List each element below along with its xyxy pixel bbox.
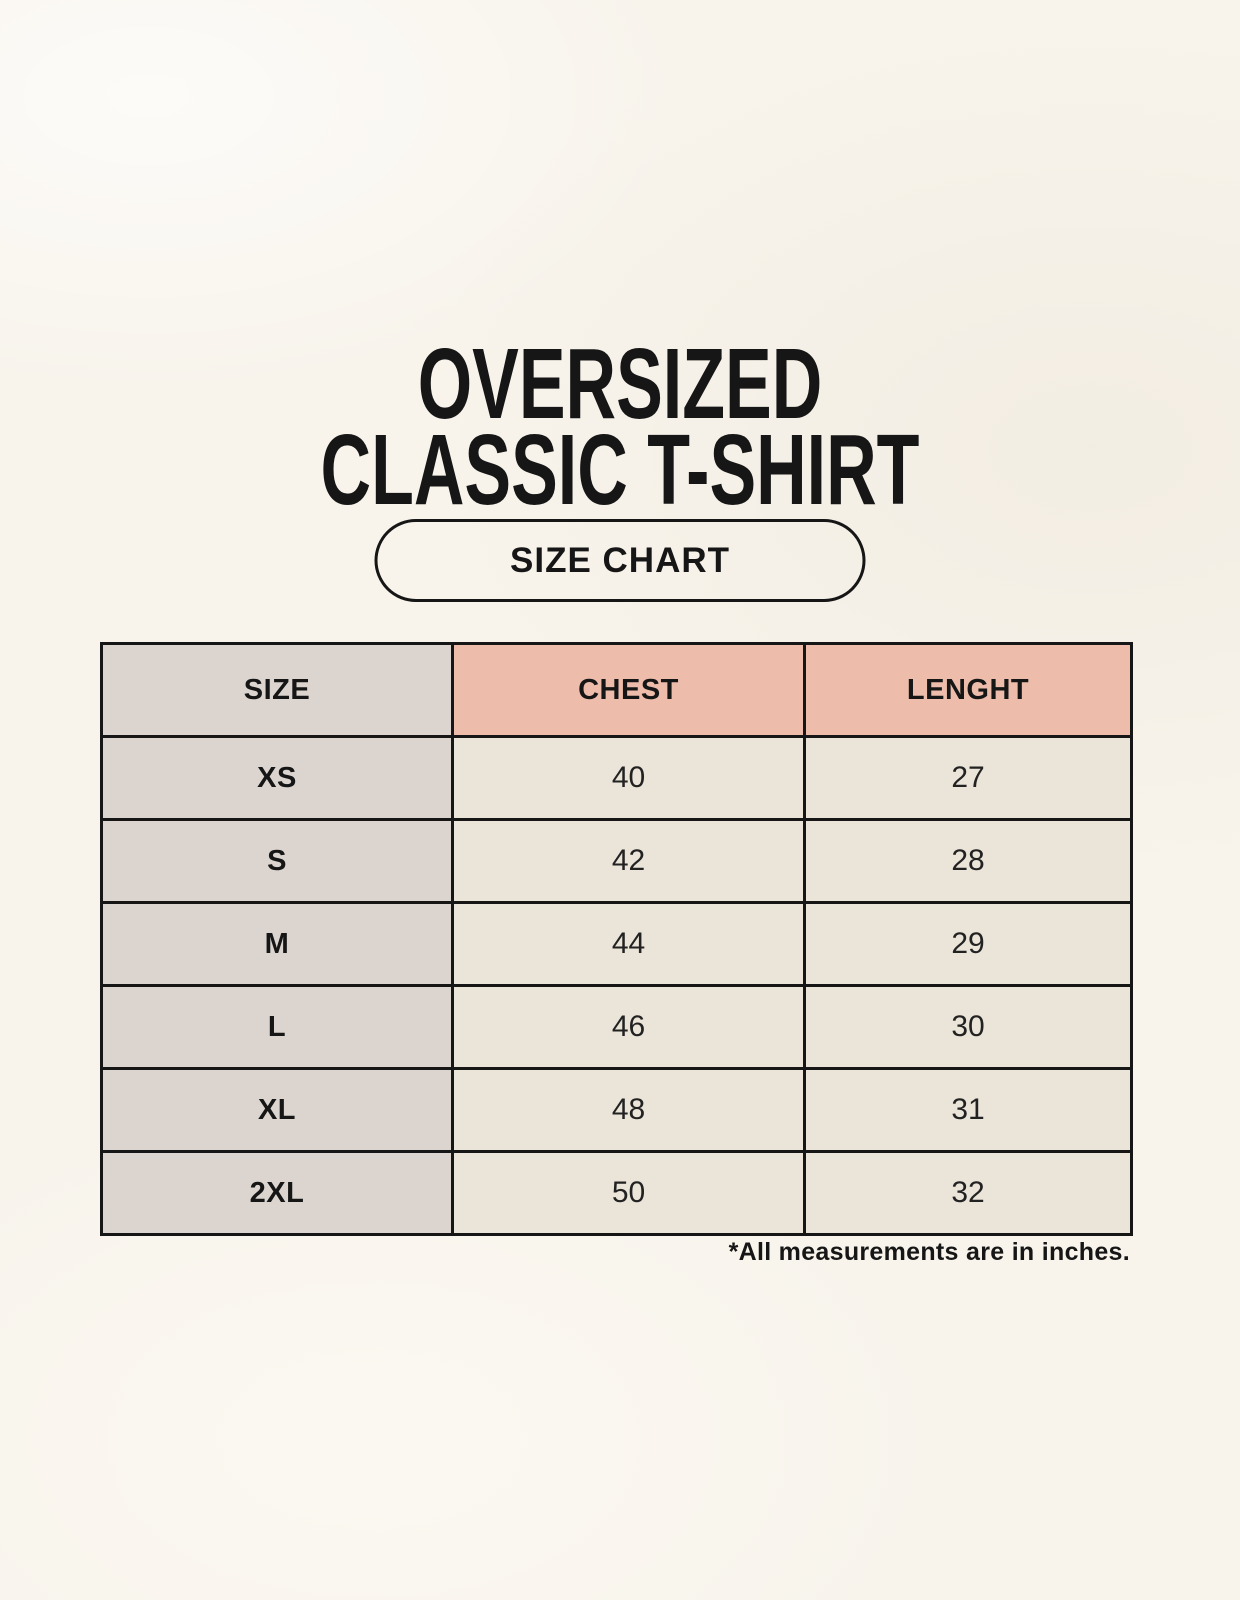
table-header-row: SIZE CHEST LENGHT [100,642,1133,738]
product-title-line-2: CLASSIC T-SHIRT [320,414,920,526]
size-label-s: S [100,818,454,904]
size-label-2xl: 2XL [100,1150,454,1236]
product-title-line-1: OVERSIZED [417,328,823,440]
size-chart-table: SIZE CHEST LENGHT XS 40 27 S 42 28 M 44 … [100,642,1133,1236]
chest-value-l: 46 [451,984,806,1070]
table-row: S 42 28 [100,818,1133,904]
length-value-m: 29 [803,901,1133,987]
chest-value-2xl: 50 [451,1150,806,1236]
chest-value-s: 42 [451,818,806,904]
column-header-lenght: LENGHT [803,642,1133,738]
product-title: OVERSIZED CLASSIC T-SHIRT [186,328,1054,526]
length-value-2xl: 32 [803,1150,1133,1236]
length-value-xl: 31 [803,1067,1133,1153]
chest-value-xs: 40 [451,735,806,821]
table-row: XL 48 31 [100,1067,1133,1153]
table-row: XS 40 27 [100,735,1133,821]
size-label-xs: XS [100,735,454,821]
length-value-s: 28 [803,818,1133,904]
length-value-l: 30 [803,984,1133,1070]
table-row: 2XL 50 32 [100,1150,1133,1236]
length-value-xs: 27 [803,735,1133,821]
size-label-xl: XL [100,1067,454,1153]
column-header-size: SIZE [100,642,454,738]
size-chart-badge: SIZE CHART [374,519,866,602]
column-header-chest: CHEST [451,642,806,738]
size-chart-badge-label: SIZE CHART [510,540,730,580]
measurements-note: *All measurements are in inches. [728,1238,1130,1266]
table-row: L 46 30 [100,984,1133,1070]
size-label-l: L [100,984,454,1070]
size-label-m: M [100,901,454,987]
chest-value-xl: 48 [451,1067,806,1153]
chest-value-m: 44 [451,901,806,987]
table-row: M 44 29 [100,901,1133,987]
